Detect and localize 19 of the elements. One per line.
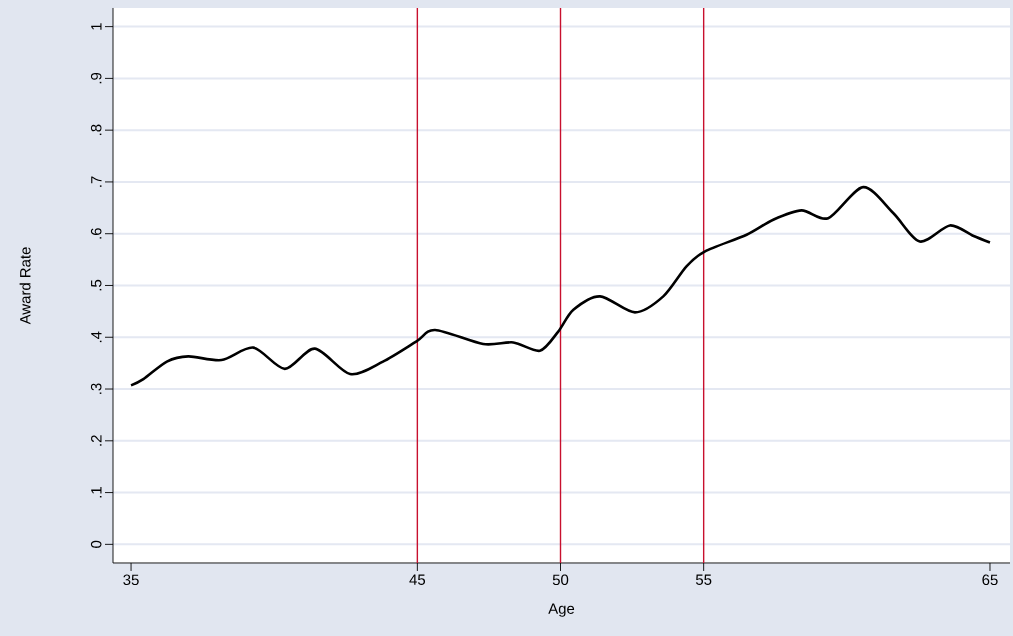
y-tick-label: .4 [91,331,102,343]
y-tick-label: .7 [91,176,102,187]
y-tick-label: .9 [90,72,102,84]
x-tick-label: 65 [982,574,998,586]
x-tick-label: 55 [695,574,712,585]
y-tick-label: .3 [90,383,102,394]
x-tick-label: 45 [409,574,426,585]
line-series [129,185,992,387]
x-tick-label: 35 [123,574,139,586]
y-axis-title: Award Rate [19,247,31,325]
y-tick-label: 0 [90,540,102,548]
x-axis-title: Age [548,603,575,617]
y-tick-label: .2 [91,435,102,446]
y-tick-label: .6 [90,228,102,239]
y-tick-label: .8 [90,124,102,136]
y-tick-label: 1 [91,23,102,30]
y-tick-label: .5 [91,279,102,291]
y-tick-label: .1 [91,487,102,498]
x-tick-label: 50 [552,574,569,586]
